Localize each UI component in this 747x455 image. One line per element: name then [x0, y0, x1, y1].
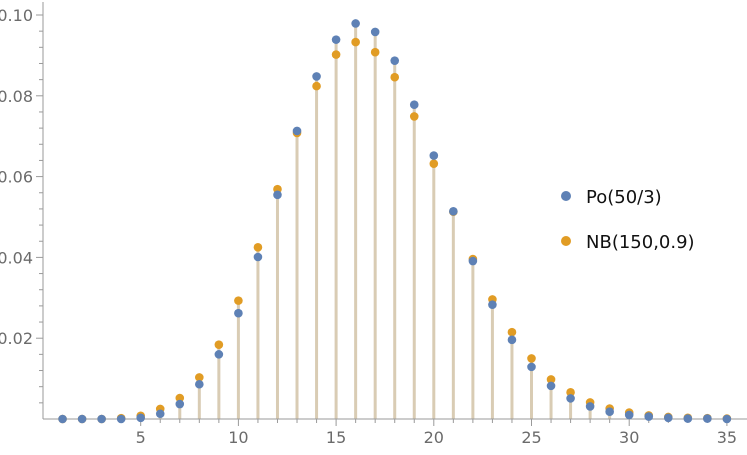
y-tick-label: 0.04	[0, 248, 33, 267]
point-nb	[429, 159, 439, 168]
x-tick-label: 5	[136, 428, 146, 447]
x-tick-label: 30	[619, 428, 639, 447]
point-po	[429, 151, 439, 160]
point-nb	[409, 112, 419, 121]
point-po	[409, 100, 419, 109]
point-po	[175, 399, 185, 409]
x-tick-label: 25	[521, 428, 541, 447]
point-nb	[527, 354, 536, 363]
point-po	[605, 407, 614, 417]
point-nb	[175, 393, 185, 403]
point-po	[312, 72, 321, 81]
x-tick-label: 10	[228, 428, 248, 447]
point-po	[253, 252, 263, 262]
point-nb	[331, 50, 341, 59]
stems-layer	[119, 23, 729, 419]
point-nb	[390, 72, 400, 82]
point-nb	[234, 296, 243, 305]
points-layer	[58, 19, 732, 424]
point-nb	[195, 373, 204, 382]
point-nb	[312, 81, 321, 91]
point-po	[116, 414, 126, 424]
point-po	[351, 19, 360, 28]
legend-label-po: Po(50/3)	[586, 187, 662, 208]
point-po	[703, 414, 712, 423]
point-po	[136, 413, 145, 423]
legend-label-nb: NB(150,0.9)	[586, 232, 695, 253]
point-po	[449, 207, 458, 216]
x-tick-label: 15	[326, 428, 346, 447]
point-nb	[253, 243, 263, 252]
point-nb	[566, 388, 575, 397]
x-tick-label: 20	[424, 428, 444, 447]
y-tick-label: 0.08	[0, 87, 33, 106]
legend-marker-nb	[561, 236, 571, 246]
point-po	[663, 413, 673, 423]
point-po	[97, 414, 106, 424]
point-po	[77, 414, 87, 424]
point-nb	[214, 340, 224, 349]
point-po	[370, 27, 380, 37]
point-po	[722, 414, 732, 424]
point-po	[546, 381, 556, 391]
y-tick-label: 0.06	[0, 168, 33, 187]
x-tick-label: 35	[717, 428, 737, 447]
point-po	[683, 414, 693, 423]
legend-marker-po	[561, 191, 571, 201]
point-po	[155, 409, 165, 419]
point-po	[488, 300, 497, 309]
point-po	[292, 126, 302, 136]
point-nb	[546, 375, 556, 384]
point-nb	[370, 47, 380, 57]
point-po	[58, 414, 67, 424]
point-po	[585, 402, 595, 411]
point-po	[566, 394, 575, 403]
point-po	[644, 412, 654, 421]
y-tick-label: 0.02	[0, 329, 33, 348]
point-nb	[351, 37, 360, 47]
legend: Po(50/3) NB(150,0.9)	[561, 187, 695, 253]
point-nb	[507, 327, 517, 337]
point-po	[273, 190, 282, 200]
point-po	[331, 35, 341, 44]
point-po	[195, 379, 204, 389]
point-po	[468, 256, 478, 266]
point-po	[234, 308, 243, 318]
y-tick-label: 0.10	[0, 6, 33, 25]
point-po	[507, 335, 517, 345]
point-po	[624, 410, 634, 420]
point-po	[527, 362, 536, 372]
axes: 5 10 15 20 25 30 35 0.02 0.04 0.06 0.08 0.10	[0, 2, 747, 447]
point-po	[214, 350, 224, 359]
point-po	[390, 56, 400, 65]
